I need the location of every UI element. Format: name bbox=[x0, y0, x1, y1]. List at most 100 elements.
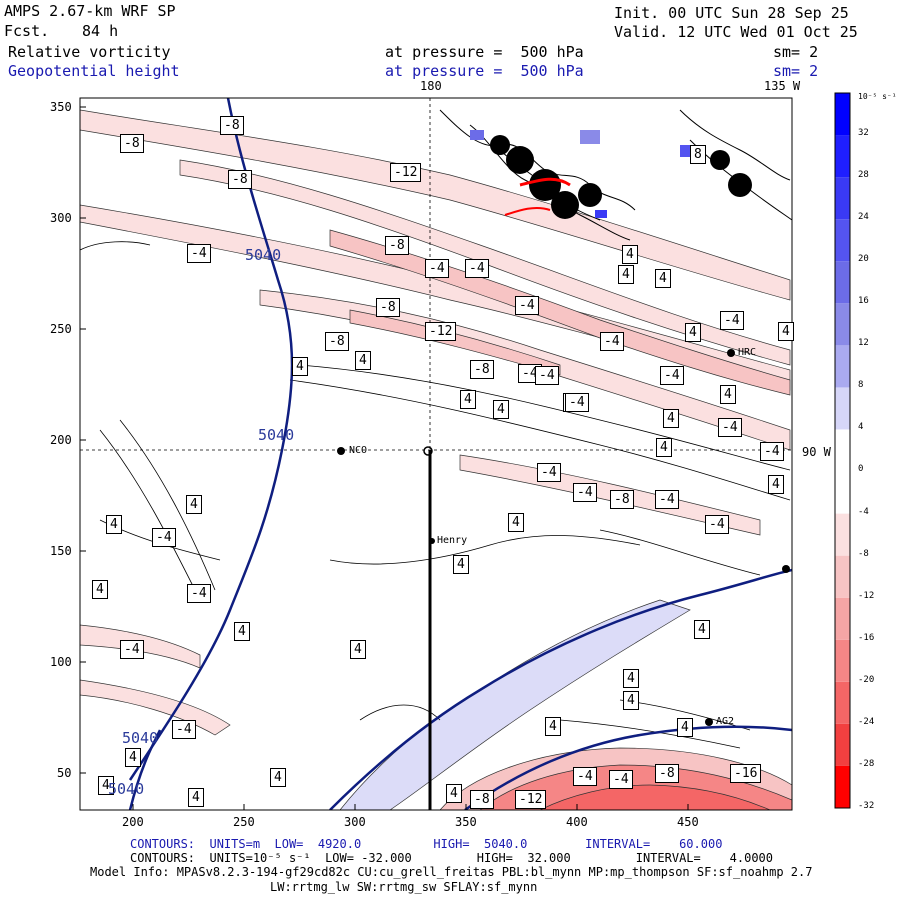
init-time: Init. 00 UTC Sun 28 Sep 25 bbox=[614, 4, 849, 22]
vorticity-contour-label: -8 bbox=[610, 490, 634, 509]
x-tick: 250 bbox=[233, 815, 255, 829]
colorbar-label: 32 bbox=[858, 128, 869, 138]
colorbar-label: 20 bbox=[858, 254, 869, 265]
vorticity-contour-label: 4 bbox=[186, 495, 202, 514]
height-contour-label: 5040 bbox=[108, 780, 145, 798]
colorbar-swatch bbox=[835, 303, 850, 346]
vorticity-contour-label: -4 bbox=[565, 393, 589, 412]
vorticity-contour-label: -4 bbox=[465, 259, 489, 278]
field2-name: Geopotential height bbox=[8, 62, 180, 80]
station-label-henry: Henry bbox=[437, 535, 468, 546]
vorticity-contour-label: 4 bbox=[355, 351, 371, 370]
vorticity-contour-label: -4 bbox=[535, 366, 559, 385]
vorticity-contour-label: 4 bbox=[685, 323, 701, 342]
colorbar-swatch bbox=[835, 177, 850, 220]
x-tick: 350 bbox=[455, 815, 477, 829]
vorticity-contour-label: -4 bbox=[152, 528, 176, 547]
vorticity-contour-label: -8 bbox=[220, 116, 244, 135]
vorticity-contour-label: -12 bbox=[515, 790, 547, 809]
vorticity-contour-label: -8 bbox=[228, 170, 252, 189]
colorbar bbox=[834, 92, 851, 809]
field1-smoothing: sm= 2 bbox=[773, 43, 819, 61]
colorbar-label: 24 bbox=[858, 212, 869, 223]
colorbar-label: 12 bbox=[858, 338, 869, 349]
x-tick: 200 bbox=[122, 815, 144, 829]
vorticity-contour-label: -4 bbox=[660, 366, 684, 385]
x-tick: 450 bbox=[677, 815, 699, 829]
vorticity-contour-label: 4 bbox=[655, 269, 671, 288]
vorticity-contour-label: -16 bbox=[730, 764, 762, 783]
station-markers bbox=[337, 349, 790, 726]
vorticity-contour-label: 4 bbox=[453, 555, 469, 574]
vorticity-contour-label: -8 bbox=[470, 790, 494, 809]
vorticity-contour-label: 4 bbox=[234, 622, 250, 641]
vorticity-contour-label: -4 bbox=[609, 770, 633, 789]
station-label-ag2: AG2 bbox=[716, 716, 735, 727]
footer-model-info-2: LW:rrtmg_lw SW:rrtmg_sw SFLAY:sf_mynn bbox=[270, 880, 538, 894]
vorticity-contour-label: -8 bbox=[655, 764, 679, 783]
lat-label-90w: 90 W bbox=[802, 445, 831, 459]
vorticity-contour-label: -4 bbox=[187, 584, 211, 603]
vorticity-contour-label: 4 bbox=[623, 691, 639, 710]
colorbar-swatch bbox=[835, 219, 850, 262]
vorticity-contour-label: 4 bbox=[92, 580, 108, 599]
vorticity-contour-label: 4 bbox=[623, 669, 639, 688]
vorticity-contour-label: 4 bbox=[768, 475, 784, 494]
vorticity-contour-label: 4 bbox=[446, 784, 462, 803]
vorticity-contour-label: -4 bbox=[600, 332, 624, 351]
height-contour-label: 5040 bbox=[245, 246, 282, 264]
colorbar-swatch bbox=[835, 471, 850, 514]
vorticity-contour-label: 4 bbox=[270, 768, 286, 787]
colorbar-label: 4 bbox=[858, 422, 864, 433]
y-tick: 250 bbox=[50, 322, 72, 336]
vorticity-contour-label: -4 bbox=[720, 311, 744, 330]
colorbar-swatch bbox=[835, 639, 850, 682]
vorticity-contour-label: -8 bbox=[385, 236, 409, 255]
vorticity-contour-label: -8 bbox=[120, 134, 144, 153]
vorticity-contour-label: 4 bbox=[98, 776, 114, 795]
lon-label-135w: 135 W bbox=[764, 79, 801, 93]
y-tick: 350 bbox=[50, 100, 72, 114]
vorticity-contour-label: -4 bbox=[172, 720, 196, 739]
colorbar-swatch bbox=[835, 135, 850, 178]
x-tick: 400 bbox=[566, 815, 588, 829]
colorbar-label: -24 bbox=[858, 716, 875, 727]
valid-time: Valid. 12 UTC Wed 01 Oct 25 bbox=[614, 23, 858, 41]
x-tick: 300 bbox=[344, 815, 366, 829]
colorbar-swatch bbox=[835, 723, 850, 766]
station-label-hrc: HRC bbox=[738, 347, 757, 358]
colorbar-label: -32 bbox=[858, 800, 875, 811]
vorticity-contour-label: -4 bbox=[718, 418, 742, 437]
vorticity-contour-label: -4 bbox=[425, 259, 449, 278]
vorticity-contour-label: 4 bbox=[656, 438, 672, 457]
station-marker-edge bbox=[782, 565, 790, 573]
vorticity-contour-label: 4 bbox=[460, 390, 476, 409]
vorticity-contour-label: -12 bbox=[425, 322, 457, 341]
station-marker-nco bbox=[337, 447, 345, 455]
height-contour-label: 5040 bbox=[258, 426, 295, 444]
fcst-label: Fcst. bbox=[4, 22, 50, 40]
vorticity-contour-label: 4 bbox=[106, 515, 122, 534]
colorbar-label: -4 bbox=[858, 506, 869, 517]
vorticity-contour-label: -4 bbox=[573, 483, 597, 502]
colorbar-label: -20 bbox=[858, 674, 875, 685]
model-title: AMPS 2.67-km WRF SP bbox=[4, 2, 176, 20]
vorticity-contour-label: 4 bbox=[188, 788, 204, 807]
colorbar-swatch bbox=[835, 429, 850, 472]
vorticity-contour-label: 4 bbox=[545, 717, 561, 736]
footer-height-contours: CONTOURS: UNITS=m LOW= 4920.0 HIGH= 5040… bbox=[130, 837, 723, 851]
colorbar-swatch bbox=[835, 765, 850, 808]
vorticity-contour-label: 8 bbox=[690, 145, 706, 164]
colorbar-swatch bbox=[835, 681, 850, 724]
y-tick: 150 bbox=[50, 544, 72, 558]
colorbar-label: 0 bbox=[858, 464, 864, 475]
colorbar-label: 8 bbox=[858, 380, 864, 391]
vorticity-contour-label: -4 bbox=[705, 515, 729, 534]
vorticity-contour-label: -8 bbox=[376, 298, 400, 317]
station-marker-henry bbox=[429, 538, 435, 544]
y-tick: 100 bbox=[50, 655, 72, 669]
vorticity-contour-label: -4 bbox=[760, 442, 784, 461]
field2-level: at pressure = 500 hPa bbox=[385, 62, 584, 80]
vorticity-contour-label: -4 bbox=[515, 296, 539, 315]
vorticity-contour-label: 4 bbox=[677, 718, 693, 737]
